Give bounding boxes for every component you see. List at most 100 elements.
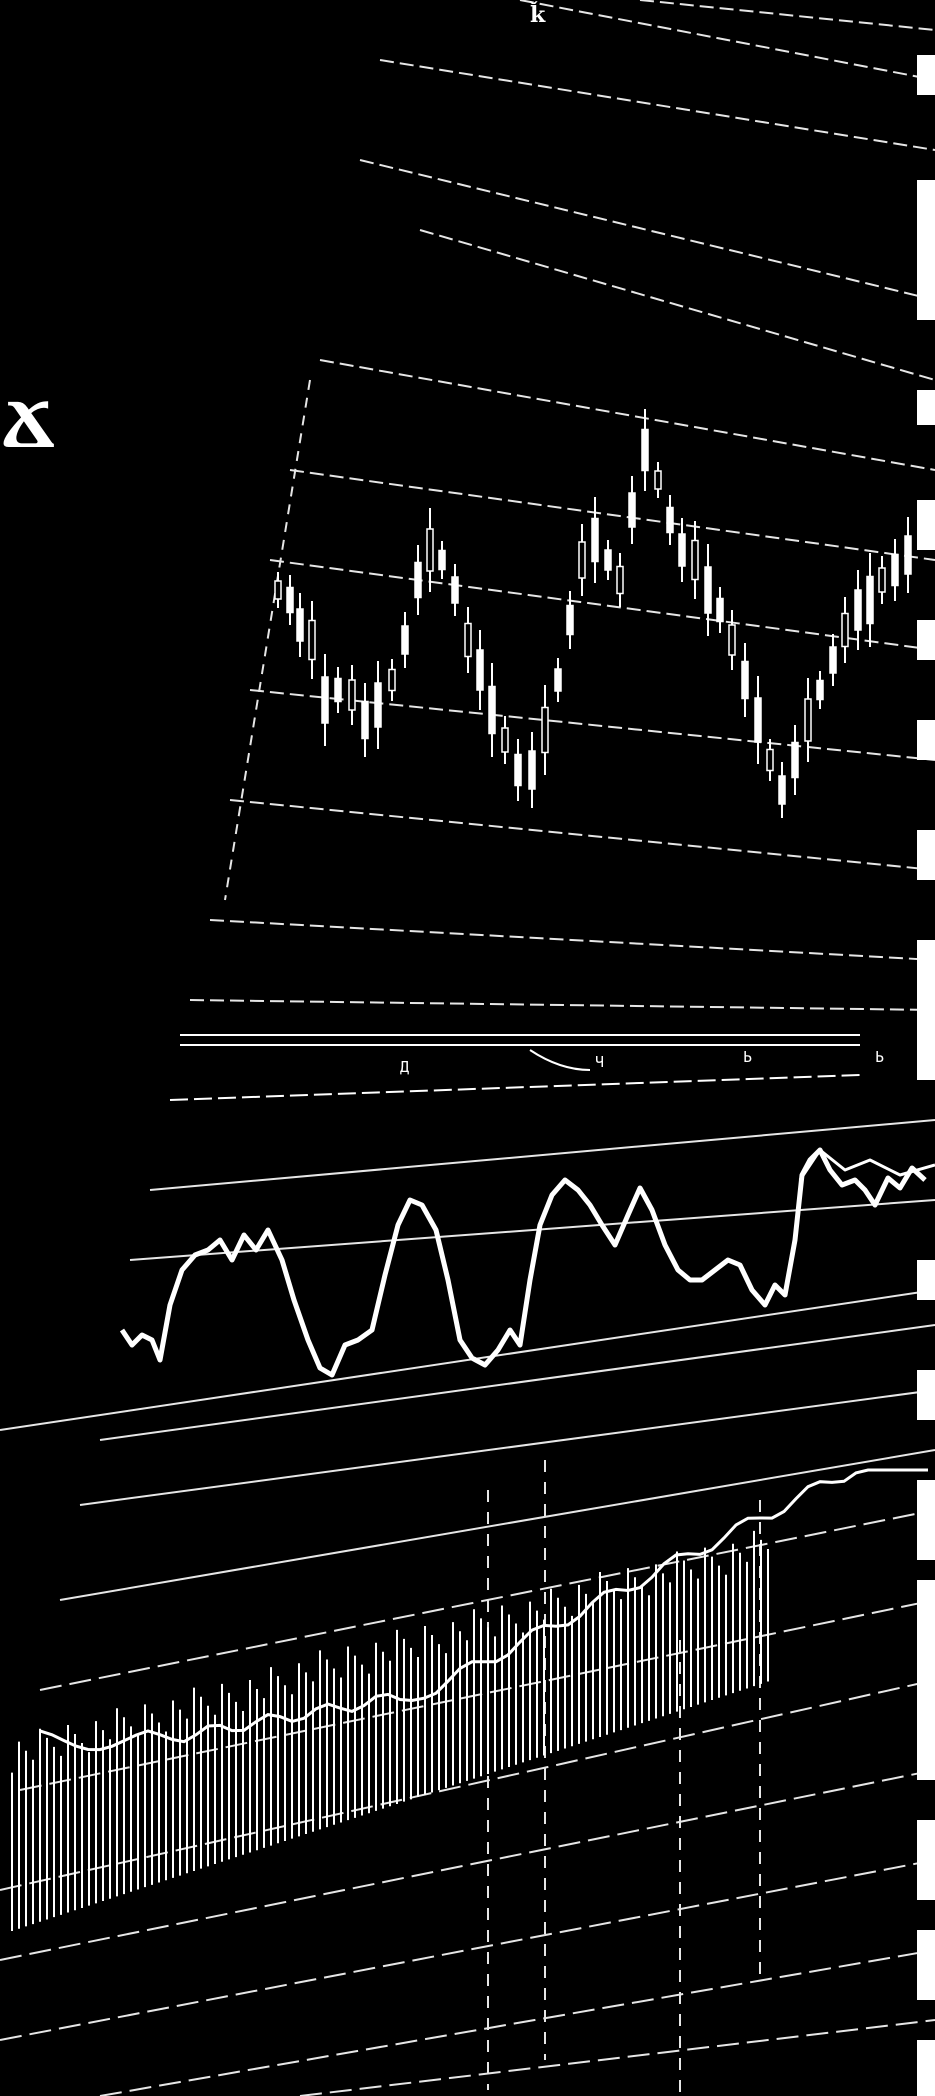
candle-body — [578, 541, 586, 579]
candle-body — [728, 624, 736, 656]
grid-line — [99, 1324, 935, 1441]
candle-body — [476, 649, 484, 691]
grid-line — [419, 229, 935, 381]
grid-line — [0, 1769, 935, 1961]
candle-body — [334, 677, 342, 703]
candle-body — [741, 660, 749, 700]
rail-curve — [529, 1049, 591, 1071]
candle-body — [541, 706, 549, 754]
grid-line — [519, 0, 935, 81]
candle-body — [816, 679, 824, 701]
strip-block — [917, 390, 935, 425]
strip-block — [917, 55, 935, 95]
grid-line — [299, 2019, 935, 2096]
grid-line — [149, 1119, 935, 1191]
candle-body — [374, 682, 382, 728]
candle-body — [754, 697, 762, 743]
candle-body — [361, 700, 369, 740]
strip-block — [917, 2040, 935, 2096]
candle-body — [766, 748, 774, 772]
candle-body — [286, 586, 294, 614]
strip-block — [917, 940, 935, 1080]
grid-line — [0, 1679, 935, 1891]
candle-body — [641, 428, 649, 472]
oscillator-tail — [798, 1148, 935, 1181]
grid-line — [289, 469, 935, 561]
candle-body — [488, 685, 496, 735]
candle-body — [438, 549, 446, 571]
rail-line — [169, 1074, 861, 1101]
left-glyph: Ճ — [2, 389, 55, 462]
volume-bars — [11, 1530, 769, 1932]
grid-line — [269, 559, 935, 651]
candle-body — [414, 561, 422, 599]
strip-block — [917, 1930, 935, 2000]
candle-body — [804, 698, 812, 742]
candle-body — [426, 528, 434, 572]
grid-line — [639, 0, 935, 31]
candle-body — [308, 619, 316, 661]
film-edge-strip — [915, 0, 935, 2096]
candle-body — [654, 470, 662, 490]
marker-label-3: Ь — [743, 1048, 753, 1066]
grid-line — [129, 1199, 935, 1261]
lower-grid-lines — [0, 1119, 935, 2096]
grid-line — [59, 1449, 935, 1601]
candle-body — [891, 553, 899, 587]
grid-line — [0, 1859, 935, 2041]
grid-line — [319, 359, 935, 471]
candle-body — [778, 775, 786, 805]
grid-line — [249, 689, 935, 761]
candle-body — [388, 668, 396, 692]
marker-label-2: Ч — [595, 1053, 605, 1071]
grid-line — [79, 1389, 935, 1506]
grid-line — [209, 919, 935, 961]
candle-body — [666, 506, 674, 534]
candle-body — [464, 622, 472, 658]
grid-line — [379, 59, 935, 151]
candle-body — [348, 679, 356, 711]
candle-body — [829, 646, 837, 674]
candle-body — [691, 539, 699, 581]
strip-block — [917, 1580, 935, 1780]
marker-row — [169, 1034, 861, 1101]
candle-body — [678, 533, 686, 567]
marker-label-4: Ь — [875, 1048, 885, 1066]
strip-block — [917, 620, 935, 660]
grid-line — [229, 799, 935, 871]
candle-body — [704, 566, 712, 614]
candle-body — [296, 608, 304, 642]
candle-body — [716, 597, 724, 623]
volume-trend-line — [39, 1468, 928, 1752]
corner-glyph: ǩ — [530, 2, 546, 28]
strip-block — [917, 500, 935, 550]
candle-body — [501, 727, 509, 753]
candle-body — [628, 492, 636, 528]
strip-block — [917, 180, 935, 320]
strip-block — [917, 1260, 935, 1300]
candle-body — [554, 668, 562, 692]
strip-block — [917, 720, 935, 760]
candle-body — [591, 517, 599, 563]
grid-line — [359, 159, 935, 301]
candle-body — [841, 612, 849, 648]
candle-body — [904, 535, 912, 575]
candle-body — [566, 604, 574, 636]
grid-line — [189, 999, 935, 1011]
candle-body — [604, 549, 612, 571]
candle-body — [791, 741, 799, 779]
marker-label-1: Д — [400, 1058, 410, 1076]
grid-line — [0, 1289, 935, 1431]
candle-body — [401, 625, 409, 655]
candle-body — [451, 576, 459, 604]
candle-body — [321, 676, 329, 724]
candlestick-series — [274, 409, 912, 818]
perspective-grid-lines — [189, 0, 935, 1011]
strip-block — [917, 1480, 935, 1560]
candle-body — [274, 580, 282, 600]
strip-block — [917, 1370, 935, 1420]
strip-block — [917, 830, 935, 880]
grid-line — [99, 1949, 935, 2096]
grid-line — [224, 379, 311, 901]
